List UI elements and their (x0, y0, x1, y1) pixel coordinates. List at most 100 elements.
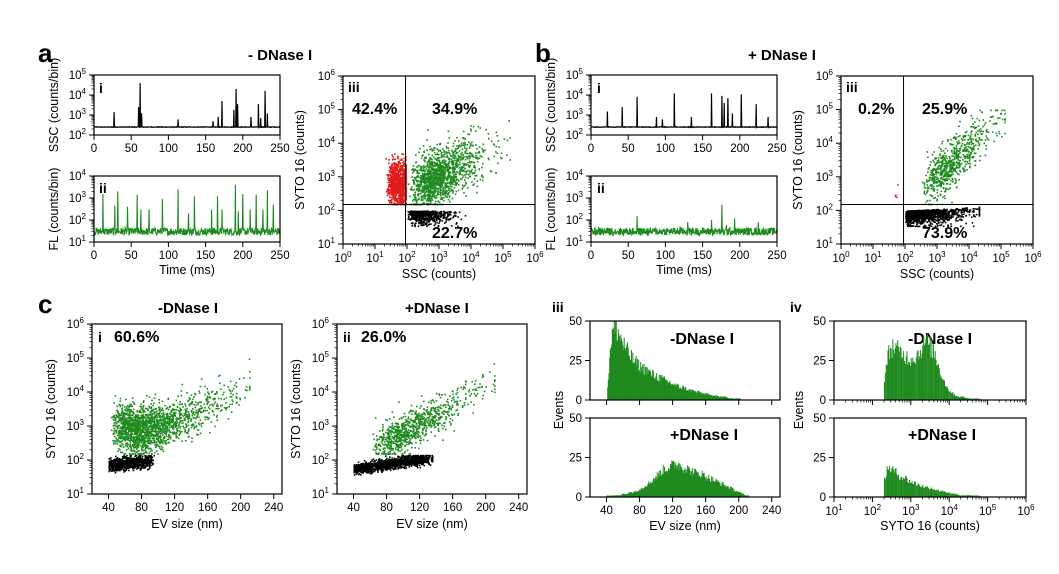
a-iii-point (389, 197, 391, 199)
a-iii-point (464, 151, 466, 153)
a-iii-point (441, 211, 443, 213)
a-iii-point (457, 216, 459, 218)
b-iii-point (959, 121, 961, 123)
b-iii-point (923, 192, 925, 194)
a-iii-point (435, 154, 437, 156)
b-iii-point (971, 115, 973, 117)
a-iii-point (479, 158, 481, 160)
b-iii-point (958, 143, 960, 145)
a-iii-point (453, 143, 455, 145)
a-iii-point (468, 142, 470, 144)
a-iii-point (431, 167, 433, 169)
a-iii-point (468, 170, 470, 172)
b-iii-point (896, 197, 898, 199)
b-iii-point (1004, 113, 1006, 115)
a-iii-point (444, 182, 446, 184)
a-iii-point (493, 143, 495, 145)
a-iii-point (444, 168, 446, 170)
b-iii-point (941, 174, 943, 176)
a-iii-point (443, 159, 445, 161)
a-iii-point (392, 174, 394, 176)
a-ii-xlabel: Time (ms) (159, 263, 215, 277)
a-iii-point (459, 212, 461, 214)
a-iii-point (456, 191, 458, 193)
a-i-ytick-label: 103 (69, 107, 87, 122)
b-iii-point (946, 172, 948, 174)
a-iii-point (473, 156, 475, 158)
b-ii-ylabel: FL (counts/bin) (544, 168, 558, 251)
b-iii-point (949, 156, 951, 158)
b-iii-point (987, 137, 989, 139)
b-iii-point (933, 186, 935, 188)
a-iii-point (429, 191, 431, 193)
a-iii-point (434, 188, 436, 190)
a-iii-point (442, 172, 444, 174)
a-iii-point (451, 150, 453, 152)
b-iii-point (948, 215, 950, 217)
b-iii-point (931, 226, 933, 228)
a-iii-point (448, 162, 450, 164)
a-iii-point (445, 190, 447, 192)
a-iii-point (387, 188, 389, 190)
a-iii-point (419, 219, 421, 221)
a-iii-point (424, 183, 426, 185)
a-iii-point (411, 223, 413, 225)
a-ii-xtick-label: 200 (233, 250, 252, 262)
b-iii-point (935, 219, 937, 221)
b-iii-point (942, 222, 944, 224)
a-iii-point (394, 192, 396, 194)
a-iii-point (475, 157, 477, 159)
a-iii-point (482, 144, 484, 146)
b-iii-point (966, 146, 968, 148)
a-iii-point (480, 179, 482, 181)
b-iii-point (964, 161, 966, 163)
a-iii-point (437, 215, 439, 217)
b-iii-point (974, 216, 976, 218)
b-iii-point (962, 208, 964, 210)
a-iii-point (448, 152, 450, 154)
b-iii-point (950, 214, 952, 216)
b-iii-point (993, 123, 995, 125)
a-iii-point (388, 193, 390, 195)
a-iii-point (432, 150, 434, 152)
a-iii-point (417, 217, 419, 219)
b-iii-point (960, 209, 962, 211)
b-iii-point (986, 129, 988, 131)
a-iii-point (475, 155, 477, 157)
a-iii-point (427, 129, 429, 131)
b-iii-point (954, 213, 956, 215)
a-iii-point (411, 188, 413, 190)
b-iii-point (964, 144, 966, 146)
a-iii-xtick-label: 104 (462, 250, 480, 265)
a-iii-point (402, 198, 404, 200)
b-iii-point (951, 160, 953, 162)
a-iii-point (454, 140, 456, 142)
a-iii-point (430, 216, 432, 218)
b-iii-point (972, 118, 974, 120)
a-iii-point (488, 133, 490, 135)
b-iii-point (956, 165, 958, 167)
b-iii-point (947, 179, 949, 181)
b-ii-xtick-label: 50 (622, 250, 635, 262)
b-iii-point (975, 153, 977, 155)
b-iii-point (927, 188, 929, 190)
a-iii-point (408, 184, 410, 186)
a-iii-point (478, 151, 480, 153)
a-iii-point (426, 168, 428, 170)
a-iii-point (392, 184, 394, 186)
a-iii-point (425, 215, 427, 217)
a-iii-point (412, 217, 414, 219)
a-iii-point (435, 163, 437, 165)
b-iii-point (938, 157, 940, 159)
a-iii-point (414, 192, 416, 194)
a-iii-point (455, 212, 457, 214)
a-iii-point (416, 216, 418, 218)
b-iii-point (928, 217, 930, 219)
a-iii-point (426, 157, 428, 159)
a-iii-point (404, 170, 406, 172)
a-iii-point (484, 149, 486, 151)
b-iii-point (946, 161, 948, 163)
b-iii-point (956, 213, 958, 215)
b-iii-point (945, 189, 947, 191)
